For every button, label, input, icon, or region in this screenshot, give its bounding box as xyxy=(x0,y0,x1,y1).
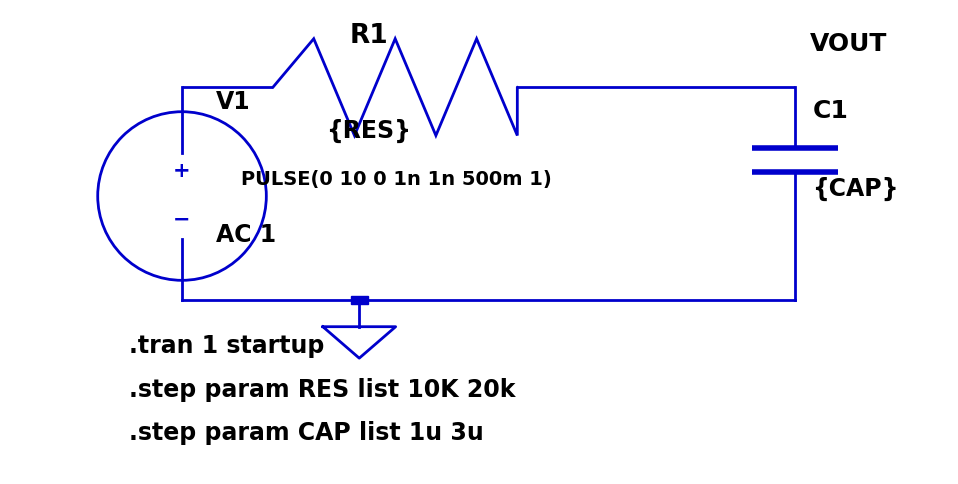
Text: AC 1: AC 1 xyxy=(216,223,276,247)
Text: V1: V1 xyxy=(216,90,250,114)
Text: {CAP}: {CAP} xyxy=(812,177,899,201)
Text: PULSE(0 10 0 1n 1n 500m 1): PULSE(0 10 0 1n 1n 500m 1) xyxy=(241,169,552,189)
FancyBboxPatch shape xyxy=(351,296,368,304)
Text: −: − xyxy=(173,210,191,229)
Text: .step param RES list 10K 20k: .step param RES list 10K 20k xyxy=(129,378,515,402)
Text: .tran 1 startup: .tran 1 startup xyxy=(129,334,325,358)
Text: {RES}: {RES} xyxy=(327,119,411,143)
Text: VOUT: VOUT xyxy=(810,31,887,56)
Text: C1: C1 xyxy=(812,99,848,123)
Text: R1: R1 xyxy=(350,23,388,49)
Text: +: + xyxy=(173,161,191,181)
Text: .step param CAP list 1u 3u: .step param CAP list 1u 3u xyxy=(129,421,484,445)
